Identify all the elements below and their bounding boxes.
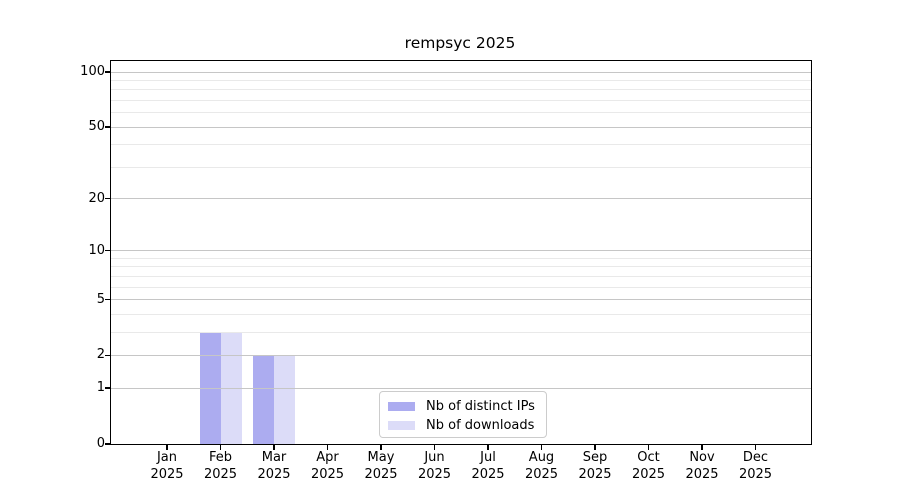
legend: Nb of distinct IPs Nb of downloads [379, 391, 547, 438]
x-axis-tick-label: Mar 2025 [234, 450, 314, 483]
x-axis-tick-label: Jul 2025 [448, 450, 528, 483]
x-axis-tick [540, 445, 543, 450]
x-axis-tick [326, 445, 329, 450]
y-axis-tick [105, 387, 110, 389]
x-axis-tick [433, 445, 436, 450]
x-label-month: Aug [528, 450, 555, 465]
x-axis-tick [219, 445, 222, 450]
x-label-month: Feb [208, 450, 233, 465]
x-axis-tick [647, 445, 650, 450]
x-axis-tick [754, 445, 757, 450]
x-label-month: Oct [637, 450, 660, 465]
x-label-year: 2025 [150, 466, 184, 482]
x-axis-tick [594, 445, 596, 450]
bar-downloads-mar [274, 355, 295, 444]
y-minor-gridline [111, 89, 811, 91]
y-axis-tick-label: 100 [80, 64, 105, 79]
x-label-year: 2025 [417, 466, 452, 482]
x-label-month: Dec [742, 450, 769, 465]
y-minor-gridline [111, 99, 811, 101]
x-label-month: Jan [156, 450, 178, 465]
y-minor-gridline [111, 275, 811, 277]
y-axis-tick-label: 1 [96, 380, 105, 396]
y-major-gridline [111, 126, 811, 128]
y-axis-tick [105, 250, 110, 252]
y-axis-tick [105, 443, 110, 445]
x-label-month: Sep [582, 450, 608, 465]
legend-swatch-distinct-ips [388, 402, 415, 411]
x-axis-tick-label: Jan 2025 [127, 450, 207, 483]
x-label-month: Apr [316, 450, 339, 465]
x-axis-tick-label: Dec 2025 [716, 450, 796, 483]
y-axis-tick-label: 5 [96, 291, 105, 307]
y-minor-gridline [111, 331, 811, 333]
x-axis-tick [273, 445, 275, 450]
x-axis-tick-label: Oct 2025 [609, 450, 689, 483]
y-axis-tick [105, 197, 110, 200]
legend-label: Nb of distinct IPs [426, 399, 535, 414]
legend-entry-downloads: Nb of downloads [388, 416, 546, 435]
y-major-gridline [111, 71, 811, 73]
x-label-year: 2025 [257, 466, 291, 482]
x-axis-tick [701, 445, 703, 450]
y-major-gridline [111, 387, 811, 389]
x-axis-tick [380, 445, 382, 450]
legend-label: Nb of downloads [426, 418, 535, 433]
x-axis-tick-label: Sep 2025 [555, 450, 635, 483]
x-axis-tick-label: Feb 2025 [181, 450, 261, 483]
bar-distinct-ips-mar [253, 355, 274, 444]
x-label-year: 2025 [310, 466, 345, 482]
y-minor-gridline [111, 286, 811, 288]
y-minor-gridline [111, 313, 811, 315]
x-label-year: 2025 [578, 466, 612, 482]
y-major-gridline [111, 299, 811, 301]
x-label-year: 2025 [631, 466, 666, 482]
x-axis-tick-label: Jun 2025 [395, 450, 475, 483]
y-minor-gridline [111, 266, 811, 268]
x-label-month: Jul [480, 450, 496, 465]
y-axis-tick [105, 71, 110, 73]
y-axis-tick [105, 298, 110, 301]
x-label-year: 2025 [364, 466, 398, 482]
y-minor-gridline [111, 166, 811, 168]
y-minor-gridline [111, 257, 811, 259]
y-minor-gridline [111, 112, 811, 114]
x-axis-tick-label: Apr 2025 [288, 450, 368, 483]
x-axis-tick-label: Aug 2025 [502, 450, 582, 483]
x-axis-tick-label: Nov 2025 [662, 450, 742, 483]
x-label-year: 2025 [685, 466, 719, 482]
plot-area: 0 1 2 5 10 20 50 100 Jan 2025 Feb 2025 Mar 2025 Apr 202… [80, 60, 812, 482]
x-label-year: 2025 [524, 466, 559, 482]
y-major-gridline [111, 250, 811, 252]
x-label-year: 2025 [203, 466, 238, 482]
y-minor-gridline [111, 144, 811, 146]
y-major-gridline [111, 354, 811, 356]
y-axis-tick [105, 354, 110, 357]
x-label-month: Mar [261, 450, 287, 465]
y-major-gridline [111, 198, 811, 200]
x-axis-tick [487, 445, 489, 450]
x-label-month: Nov [689, 450, 715, 465]
y-axis-tick-label: 50 [88, 119, 105, 135]
legend-entry-distinct-ips: Nb of distinct IPs [388, 397, 546, 416]
x-label-month: Jun [424, 450, 445, 465]
y-axis-tick-label: 0 [96, 436, 105, 451]
y-axis-tick-label: 10 [88, 242, 105, 258]
x-label-year: 2025 [738, 466, 773, 482]
x-label-month: May [367, 450, 395, 465]
x-axis-tick-label: May 2025 [341, 450, 421, 483]
y-axis-tick-label: 20 [88, 190, 105, 206]
y-minor-gridline [111, 79, 811, 81]
legend-swatch-downloads [388, 421, 415, 430]
chart-title: rempsyc 2025 [404, 34, 516, 52]
y-axis-tick [105, 126, 110, 128]
x-label-year: 2025 [471, 466, 505, 482]
y-axis-tick-label: 2 [96, 347, 105, 363]
x-axis-tick [166, 445, 168, 450]
